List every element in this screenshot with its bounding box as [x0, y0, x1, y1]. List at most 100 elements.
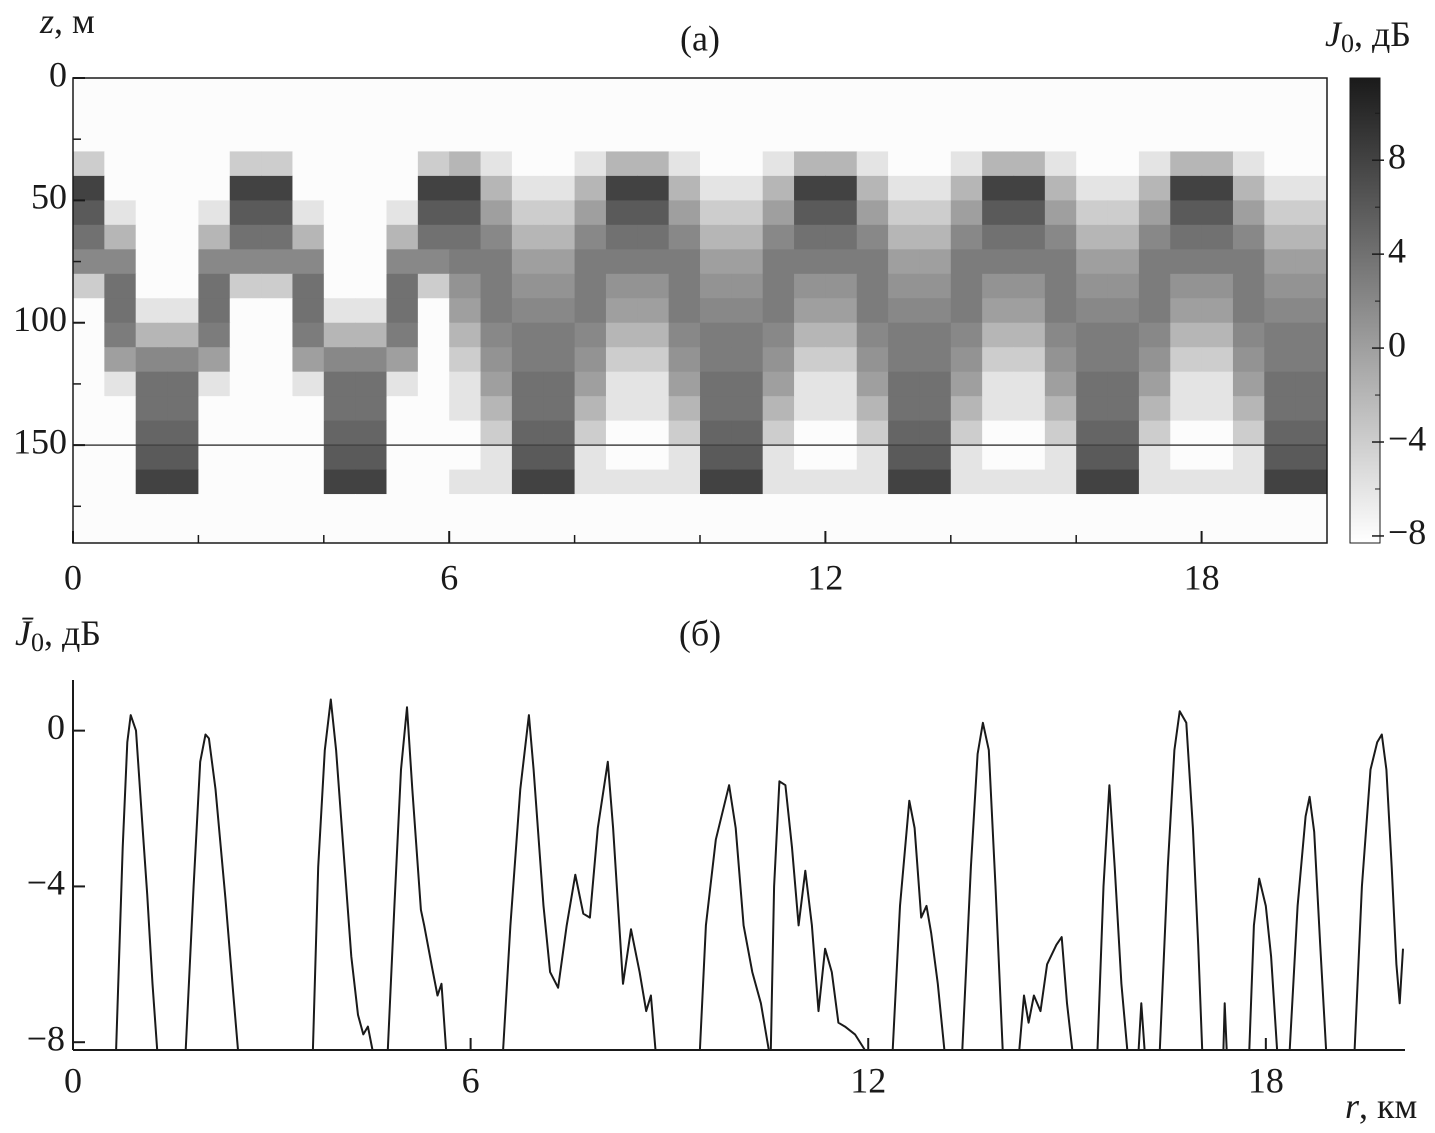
- heat-cell: [1170, 298, 1203, 324]
- heat-cell: [386, 78, 419, 104]
- heat-cell: [355, 298, 388, 324]
- heat-cell: [1013, 273, 1046, 299]
- heat-cell: [1201, 298, 1234, 324]
- heat-cell: [982, 224, 1015, 250]
- x-tick-label: 0: [64, 1060, 82, 1100]
- heat-cell: [574, 273, 607, 299]
- heat-cell: [261, 445, 294, 471]
- panel-b-xlabel: r, км: [1345, 1086, 1417, 1126]
- heat-cell: [1295, 200, 1327, 226]
- heat-cell: [982, 371, 1015, 397]
- heat-cell: [1076, 151, 1109, 177]
- heat-cell: [731, 494, 764, 520]
- heat-cell: [1013, 494, 1046, 520]
- heat-cell: [480, 273, 513, 299]
- heat-cell: [950, 175, 983, 201]
- heat-cell: [135, 322, 168, 348]
- heat-cell: [1170, 175, 1203, 201]
- heat-cell: [700, 249, 732, 275]
- heat-cell: [1013, 151, 1046, 177]
- heat-cell: [919, 273, 952, 299]
- heat-cell: [1138, 518, 1171, 543]
- heat-cell: [167, 224, 199, 250]
- unit: , дБ: [44, 613, 101, 653]
- heat-cell: [1044, 396, 1077, 422]
- heat-cell: [1138, 224, 1171, 250]
- heat-cell: [825, 420, 858, 446]
- heat-cell: [229, 469, 262, 495]
- heat-cell: [386, 151, 419, 177]
- heat-cell: [888, 249, 921, 275]
- heat-cell: [198, 347, 231, 373]
- heat-cell: [1013, 347, 1046, 373]
- heat-cell: [605, 445, 638, 471]
- colorbar-tick-label: −8: [1388, 512, 1426, 552]
- heat-cell: [355, 420, 388, 446]
- heat-cell: [668, 469, 701, 495]
- heat-cell: [292, 273, 325, 299]
- heat-cell: [292, 126, 325, 153]
- heat-cell: [1264, 371, 1297, 397]
- heat-cell: [574, 298, 607, 324]
- heat-cell: [511, 273, 544, 299]
- y-tick-label: −4: [27, 863, 65, 903]
- heat-cell: [543, 102, 576, 128]
- heat-cell: [1138, 298, 1171, 324]
- heat-cell: [355, 273, 388, 299]
- heat-cell: [73, 200, 105, 226]
- heat-cell: [355, 102, 388, 128]
- heat-cell: [1264, 298, 1297, 324]
- heat-cell: [731, 273, 764, 299]
- heat-cell: [449, 347, 482, 373]
- heat-cell: [1107, 469, 1140, 495]
- x-tick-label: 12: [807, 557, 843, 597]
- heat-cell: [950, 347, 983, 373]
- heat-cell: [543, 224, 576, 250]
- heat-cell: [355, 371, 388, 397]
- heat-cell: [135, 396, 168, 422]
- heat-cell: [480, 518, 513, 543]
- heat-cell: [417, 469, 450, 495]
- heat-cell: [511, 298, 544, 324]
- heat-cell: [794, 347, 826, 373]
- heat-cell: [794, 273, 826, 299]
- heat-cell: [1232, 445, 1265, 471]
- heat-cell: [919, 469, 952, 495]
- heat-cell: [1264, 347, 1297, 373]
- heat-cell: [700, 102, 732, 128]
- heat-cell: [261, 200, 294, 226]
- heat-cell: [1170, 494, 1203, 520]
- heat-cell: [1044, 126, 1077, 153]
- heat-cell: [1170, 347, 1203, 373]
- heat-cell: [1013, 420, 1046, 446]
- heat-cell: [167, 469, 199, 495]
- heat-cell: [73, 151, 105, 177]
- heat-cell: [229, 200, 262, 226]
- heat-cell: [135, 102, 168, 128]
- heat-cell: [261, 298, 294, 324]
- heat-cell: [135, 175, 168, 201]
- heat-cell: [1170, 200, 1203, 226]
- heat-cell: [449, 126, 482, 153]
- heat-cell: [449, 224, 482, 250]
- heat-cell: [762, 494, 795, 520]
- heat-cell: [229, 175, 262, 201]
- heat-cell: [1295, 469, 1327, 495]
- heat-cell: [856, 200, 889, 226]
- heat-cell: [323, 200, 356, 226]
- heat-cell: [1201, 200, 1234, 226]
- heat-cell: [1201, 371, 1234, 397]
- heat-cell: [794, 420, 826, 446]
- heat-cell: [605, 126, 638, 153]
- heat-cell: [919, 102, 952, 128]
- heat-cell: [1138, 175, 1171, 201]
- heat-cell: [794, 102, 826, 128]
- heat-cell: [355, 224, 388, 250]
- heat-cell: [449, 273, 482, 299]
- heat-cell: [762, 298, 795, 324]
- heat-cell: [574, 420, 607, 446]
- heat-cell: [794, 396, 826, 422]
- heat-cell: [1295, 224, 1327, 250]
- heat-cell: [480, 494, 513, 520]
